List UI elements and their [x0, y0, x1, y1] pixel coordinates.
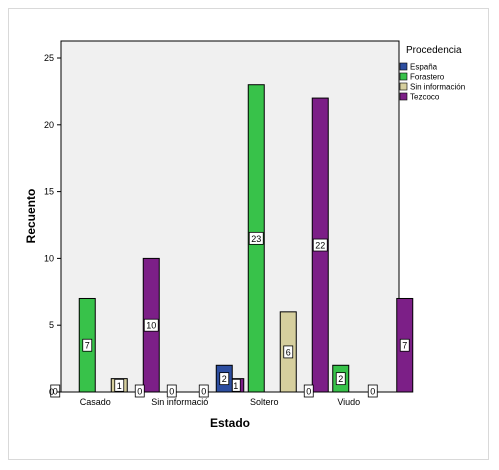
- data-label-box: [303, 384, 314, 398]
- x-axis-label: Estado: [210, 416, 250, 430]
- legend-label: Tezcoco: [410, 93, 440, 102]
- legend-swatch: [399, 72, 408, 81]
- data-label: 10: [146, 321, 156, 331]
- y-tick-label: 0: [49, 387, 54, 397]
- data-label-box: [399, 338, 410, 352]
- y-axis-label: Recuento: [24, 189, 38, 244]
- data-label-box: [335, 372, 346, 386]
- legend-swatch: [399, 82, 408, 91]
- legend-title: Procedencia: [406, 45, 462, 56]
- data-label: 6: [286, 347, 291, 357]
- data-label-box: [312, 238, 328, 252]
- data-label: 2: [222, 374, 227, 384]
- legend-label: Forastero: [410, 73, 445, 82]
- legend-label: Sin información: [410, 83, 465, 92]
- data-label-box: [283, 345, 294, 359]
- legend-swatch: [399, 92, 408, 101]
- data-label-box: [50, 384, 61, 398]
- x-tick-label: Viudo: [337, 397, 360, 407]
- data-label-box: [198, 384, 209, 398]
- data-label: 0: [53, 387, 58, 397]
- data-label: 2: [338, 374, 343, 384]
- data-label: 22: [315, 241, 325, 251]
- data-label-box: [134, 384, 145, 398]
- x-tick-label: Sin informació: [151, 397, 208, 407]
- x-tick-label: Soltero: [250, 397, 279, 407]
- data-label: 0: [137, 387, 142, 397]
- y-tick-label: 15: [44, 187, 54, 197]
- data-label: 7: [402, 341, 407, 351]
- y-tick-label: 20: [44, 120, 54, 130]
- data-label-box: [82, 338, 93, 352]
- legend-label: España: [410, 63, 438, 72]
- data-label-box: [248, 231, 264, 245]
- data-label-box: [219, 372, 230, 386]
- legend-swatch: [399, 62, 408, 71]
- data-label-box: [367, 384, 378, 398]
- y-tick-label: 5: [49, 320, 54, 330]
- data-label: 0: [169, 387, 174, 397]
- data-label-box: [114, 378, 125, 392]
- data-label: 1: [233, 381, 238, 391]
- data-label: 0: [306, 387, 311, 397]
- data-label: 7: [85, 341, 90, 351]
- plot-area: [60, 40, 400, 393]
- x-tick-label: Casado: [80, 397, 111, 407]
- data-label: 0: [201, 387, 206, 397]
- data-label-box: [166, 384, 177, 398]
- y-tick-label: 10: [44, 253, 54, 263]
- data-label-box: [143, 318, 159, 332]
- data-label: 1: [117, 381, 122, 391]
- data-label: 0: [370, 387, 375, 397]
- y-tick-label: 25: [44, 53, 54, 63]
- data-label: 23: [251, 234, 261, 244]
